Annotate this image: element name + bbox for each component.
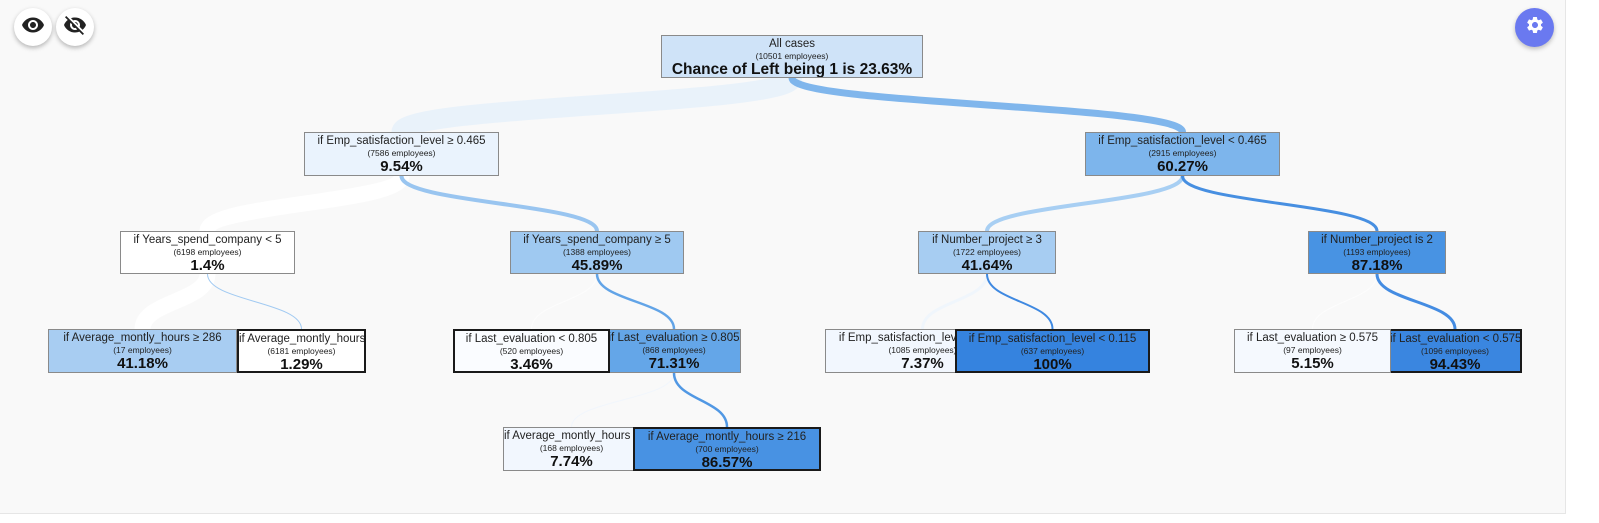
node-count: (637 employees) — [1020, 345, 1085, 356]
tree-links — [134, 72, 1457, 428]
edge-n4-n9 — [531, 273, 598, 330]
node-percent: 41.18% — [117, 355, 168, 372]
node-percent: 45.89% — [571, 257, 623, 274]
hide-all-button[interactable] — [56, 8, 94, 46]
tree-node-n14[interactable]: if Last_evaluation < 0.575 (1096 employee… — [1388, 329, 1522, 373]
node-condition: if Average_montly_hours ≥ 286 — [63, 332, 222, 344]
node-count: (1193 employees) — [1343, 246, 1411, 257]
tree-node-n15[interactable]: if Average_montly_hours < 216(168 employ… — [503, 427, 640, 471]
node-count: (2915 employees) — [1148, 147, 1217, 158]
edge-n5-n12 — [986, 273, 1054, 330]
node-percent: Chance of Left being 1 is 23.63% — [671, 61, 913, 78]
tree-node-n13[interactable]: if Last_evaluation ≥ 0.575 (97 employees)… — [1234, 329, 1391, 373]
node-count: (7586 employees) — [367, 147, 436, 158]
node-count: (6181 employees) — [267, 345, 336, 356]
edge-n1-n3 — [199, 172, 410, 235]
edge-root-n2 — [788, 76, 1186, 134]
tree-node-root[interactable]: All cases (10501 employees) Chance of Left… — [661, 35, 923, 78]
node-count: (868 employees) — [642, 344, 706, 355]
edge-n6-n13 — [1312, 273, 1378, 330]
node-condition: if Average_montly_hours < 286 — [239, 333, 366, 345]
node-condition: if Number_project ≥ 3 — [932, 234, 1042, 246]
node-percent: 1.29% — [280, 356, 323, 373]
tree-node-n9[interactable]: if Last_evaluation < 0.805 (520 employees… — [453, 329, 610, 373]
edge-n2-n6 — [1181, 175, 1379, 232]
node-count: (6198 employees) — [173, 246, 242, 257]
node-percent: 86.57% — [701, 454, 753, 471]
node-count: (97 employees) — [1283, 344, 1342, 355]
node-condition: if Emp_satisfaction_level ≥ 0.465 — [317, 135, 486, 147]
tree-node-n6[interactable]: if Number_project is 2 (1193 employees) 87… — [1308, 231, 1446, 274]
edge-n6-n14 — [1375, 273, 1457, 330]
node-percent: 87.18% — [1351, 257, 1403, 274]
tree-node-n12[interactable]: if Emp_satisfaction_level < 0.115 (637 em… — [955, 329, 1150, 373]
node-condition: if Average_montly_hours ≥ 216 — [647, 431, 807, 443]
node-count: (1388 employees) — [562, 246, 632, 257]
tree-node-n16[interactable]: if Average_montly_hours ≥ 216 (700 employ… — [633, 427, 821, 471]
tree-node-n8[interactable]: if Average_montly_hours ≥ 286 (17 employe… — [48, 329, 237, 373]
eye-icon — [21, 13, 45, 42]
edge-n1-n4 — [399, 175, 599, 232]
edge-n10-n15 — [571, 372, 675, 428]
show-all-button[interactable] — [14, 8, 52, 46]
node-condition: if Last_evaluation < 0.575 — [1390, 333, 1522, 345]
node-percent: 1.4% — [190, 257, 225, 274]
node-condition: if Years_spend_company ≥ 5 — [523, 234, 671, 246]
tree-node-n5[interactable]: if Number_project ≥ 3 (1722 employees) 41.… — [918, 231, 1056, 274]
edge-n3-n7 — [207, 273, 302, 330]
node-count: (10501 employees) — [755, 50, 829, 61]
tree-node-n7[interactable]: if Average_montly_hours < 286(6181 emplo… — [237, 329, 366, 373]
node-count: (700 employees) — [695, 443, 759, 454]
node-condition: if Last_evaluation < 0.805 — [465, 333, 598, 345]
node-percent: 94.43% — [1429, 356, 1481, 373]
node-count: (17 employees) — [113, 344, 172, 355]
node-condition: if Emp_satisfaction_level ≥ 0.115 — [838, 332, 1007, 344]
tree-node-n3[interactable]: if Years_spend_company < 5 (6198 employee… — [120, 231, 295, 274]
tree-canvas: All cases (10501 employees) Chance of Left… — [0, 0, 1566, 514]
node-condition: if Average_montly_hours < 216 — [504, 430, 639, 442]
node-condition: if Last_evaluation ≥ 0.575 — [1247, 332, 1378, 344]
edge-root-n1 — [391, 72, 802, 138]
node-condition: All cases — [768, 38, 816, 50]
eye-off-icon — [63, 13, 87, 42]
node-condition: if Emp_satisfaction_level < 0.465 — [1098, 135, 1267, 147]
node-count: (520 employees) — [499, 345, 564, 356]
node-condition: if Years_spend_company < 5 — [133, 234, 282, 246]
node-percent: 9.54% — [380, 158, 423, 175]
node-count: (1096 employees) — [1420, 345, 1490, 356]
edge-n4-n10 — [595, 273, 676, 330]
tree-node-n1[interactable]: if Emp_satisfaction_level ≥ 0.465 (7586 e… — [304, 132, 499, 176]
node-count: (168 employees) — [539, 442, 604, 453]
node-percent: 100% — [1033, 356, 1072, 373]
node-condition: if Emp_satisfaction_level < 0.115 — [968, 333, 1137, 345]
gear-icon — [1525, 15, 1545, 40]
node-percent: 60.27% — [1157, 158, 1208, 175]
node-condition: if Last_evaluation ≥ 0.805 — [608, 332, 740, 344]
node-percent: 5.15% — [1291, 355, 1334, 372]
edge-n2-n5 — [985, 175, 1185, 232]
node-count: (1085 employees) — [888, 344, 957, 355]
tree-node-n10[interactable]: if Last_evaluation ≥ 0.805 (868 employees… — [607, 329, 741, 373]
node-percent: 71.31% — [648, 355, 700, 372]
node-count: (1722 employees) — [952, 246, 1022, 257]
tree-node-n4[interactable]: if Years_spend_company ≥ 5 (1388 employee… — [510, 231, 684, 274]
edge-n3-n8 — [134, 272, 216, 331]
edge-n10-n16 — [672, 372, 729, 428]
node-percent: 41.64% — [961, 257, 1013, 274]
node-condition: if Number_project is 2 — [1321, 234, 1433, 246]
tree-node-n2[interactable]: if Emp_satisfaction_level < 0.465 (2915 e… — [1085, 132, 1280, 176]
edge-n5-n11 — [921, 273, 989, 330]
settings-button[interactable] — [1515, 8, 1554, 47]
node-percent: 7.37% — [901, 355, 944, 372]
node-percent: 7.74% — [550, 453, 593, 470]
node-percent: 3.46% — [510, 356, 553, 373]
